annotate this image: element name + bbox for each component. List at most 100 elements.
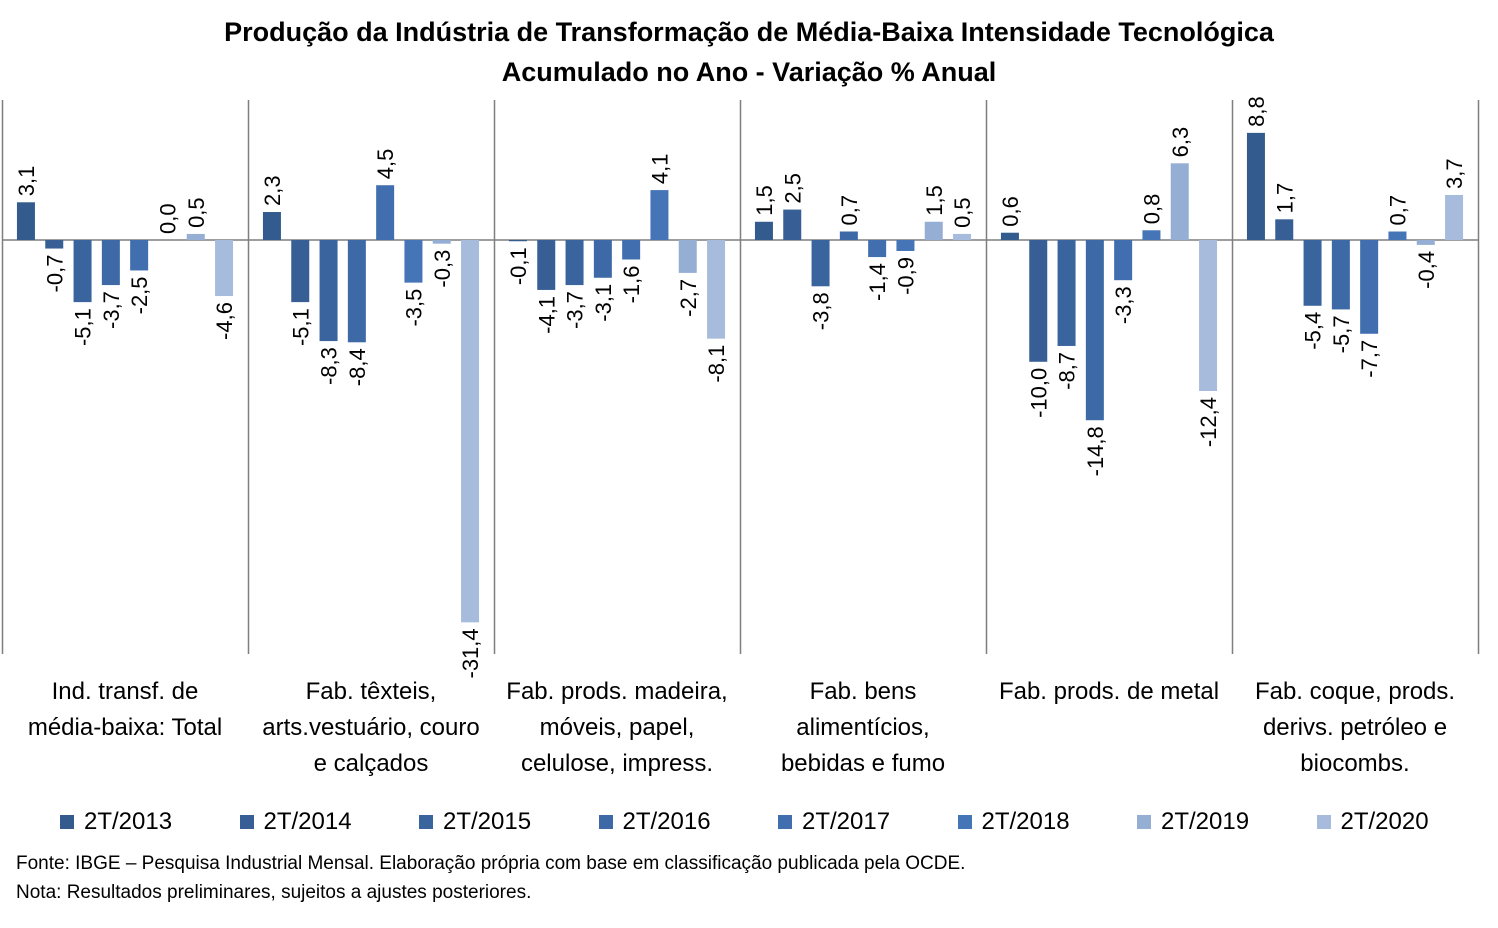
category-label-line: Fab. prods. de metal xyxy=(998,678,1220,705)
data-label: 0,8 xyxy=(1139,194,1164,225)
legend-swatch xyxy=(1316,815,1331,829)
legend-item: 2T/2017 xyxy=(778,804,890,840)
data-label: 0,7 xyxy=(1385,195,1410,226)
bar-2t-2018 xyxy=(896,240,915,251)
data-label: -8,7 xyxy=(1055,352,1080,390)
data-label: -4,1 xyxy=(534,296,559,334)
legend-swatch xyxy=(419,815,433,829)
legend-item: 2T/2020 xyxy=(1316,804,1429,840)
bar-2t-2013 xyxy=(16,202,35,241)
data-label: -4,6 xyxy=(212,302,237,340)
data-label: -0,1 xyxy=(506,247,531,285)
data-label: -5,4 xyxy=(1301,312,1326,350)
data-label: -7,7 xyxy=(1357,340,1382,378)
data-label: -3,8 xyxy=(809,292,834,330)
legend-item: 2T/2018 xyxy=(957,804,1070,840)
data-label: 1,5 xyxy=(922,185,947,216)
data-label: -1,6 xyxy=(619,266,644,304)
category-label-line: celulose, impress. xyxy=(520,750,714,777)
legend-label: 2T/2015 xyxy=(443,808,532,835)
bar-2t-2018 xyxy=(404,240,423,283)
chart-title: Produção da Indústria de Transformação d… xyxy=(0,12,1498,92)
legend-label: 2T/2018 xyxy=(981,808,1070,835)
bar-2t-2017 xyxy=(868,240,887,258)
category-label-line: Fab. têxteis, xyxy=(305,678,437,705)
category-label-line: e calçados xyxy=(313,750,429,777)
data-label: -3,7 xyxy=(99,291,124,329)
bar-2t-2019 xyxy=(1416,240,1435,245)
bar-2t-2018 xyxy=(650,190,669,241)
data-label: -1,4 xyxy=(865,263,890,301)
chart-legend: 2T/2013 2T/2014 2T/2015 2T/2016 2T/2017 2T/20… xyxy=(0,804,1498,840)
bar-2t-2017 xyxy=(376,185,395,241)
data-label: 2,3 xyxy=(260,175,285,206)
category-label-line: Fab. prods. madeira, xyxy=(506,678,728,705)
bar-2t-2017 xyxy=(130,240,149,271)
category-label-line: bebidas e fumo xyxy=(780,750,946,777)
category-label-line: média-baixa: Total xyxy=(27,714,223,741)
category-label-line: Ind. transf. de xyxy=(51,678,199,705)
bar-2t-2019 xyxy=(924,221,943,241)
bar-2t-2019 xyxy=(678,240,697,273)
bar-2t-2020 xyxy=(1199,240,1218,392)
bar-2t-2013 xyxy=(508,240,527,242)
category-label-line: biocombs. xyxy=(1300,750,1410,777)
data-label: 3,1 xyxy=(14,166,39,197)
data-label: 0,7 xyxy=(837,195,862,226)
data-label: -0,7 xyxy=(42,255,67,293)
bar-2t-2015 xyxy=(73,240,92,303)
bar-2t-2018 xyxy=(1388,231,1407,241)
bar-2t-2020 xyxy=(953,233,972,241)
data-label: -0,4 xyxy=(1414,251,1439,289)
legend-label: 2T/2014 xyxy=(263,808,352,835)
preliminary-note: Nota: Resultados preliminares, sujeitos … xyxy=(16,882,532,903)
bar-2t-2019 xyxy=(432,240,451,244)
data-label: 1,7 xyxy=(1272,183,1297,214)
bar-2t-2016 xyxy=(593,240,612,278)
category-label-line: derivs. petróleo e xyxy=(1262,714,1448,741)
chart-title-line-1: Produção da Indústria de Transformação d… xyxy=(224,17,1274,47)
bar-2t-2014 xyxy=(783,209,802,241)
bar-2t-2013 xyxy=(262,212,281,241)
data-label: 3,7 xyxy=(1442,158,1467,189)
legend-swatch xyxy=(1137,815,1151,829)
category-label: Ind. transf. de média-baixa: Total xyxy=(2,674,248,746)
bar-2t-2014 xyxy=(1029,240,1048,362)
data-label: -0,3 xyxy=(430,250,455,288)
data-label: -2,7 xyxy=(676,279,701,317)
data-label: -14,8 xyxy=(1083,426,1108,476)
bar-2t-2016 xyxy=(1085,240,1104,421)
bar-2t-2017 xyxy=(1114,240,1133,281)
bar-2t-2018 xyxy=(1142,230,1161,241)
category-label: Fab. coque, prods. derivs. petróleo e bioc… xyxy=(1232,674,1478,782)
bar-2t-2015 xyxy=(565,240,584,286)
bar-2t-2015 xyxy=(811,240,830,287)
legend-label: 2T/2013 xyxy=(84,808,173,835)
bar-2t-2019 xyxy=(1170,163,1189,241)
category-label-line: Fab. bens xyxy=(809,678,917,705)
data-label: -3,3 xyxy=(1111,286,1136,324)
data-label: -31,4 xyxy=(458,628,483,678)
data-label: 0,5 xyxy=(184,197,209,228)
data-label: -3,1 xyxy=(591,284,616,322)
bar-2t-2017 xyxy=(1360,240,1379,334)
legend-swatch xyxy=(239,815,254,829)
legend-item: 2T/2016 xyxy=(598,804,711,840)
bar-2t-2016 xyxy=(101,240,120,286)
data-label: -8,1 xyxy=(704,345,729,383)
data-label: -0,9 xyxy=(893,257,918,295)
data-label: -10,0 xyxy=(1026,368,1051,418)
bar-2t-2016 xyxy=(347,240,366,343)
data-label: 4,5 xyxy=(373,149,398,180)
category-label-line: móveis, papel, xyxy=(539,714,695,741)
legend-item: 2T/2014 xyxy=(239,804,352,840)
category-label: Fab. prods. madeira, móveis, papel, celulo… xyxy=(494,674,740,782)
legend-item: 2T/2013 xyxy=(60,804,172,840)
bar-2t-2020 xyxy=(461,240,480,623)
bar-2t-2017 xyxy=(622,240,641,260)
bar-2t-2014 xyxy=(1275,219,1294,241)
data-label: 0,0 xyxy=(155,203,180,234)
legend-label: 2T/2016 xyxy=(622,808,711,835)
bar-2t-2016 xyxy=(839,231,858,241)
